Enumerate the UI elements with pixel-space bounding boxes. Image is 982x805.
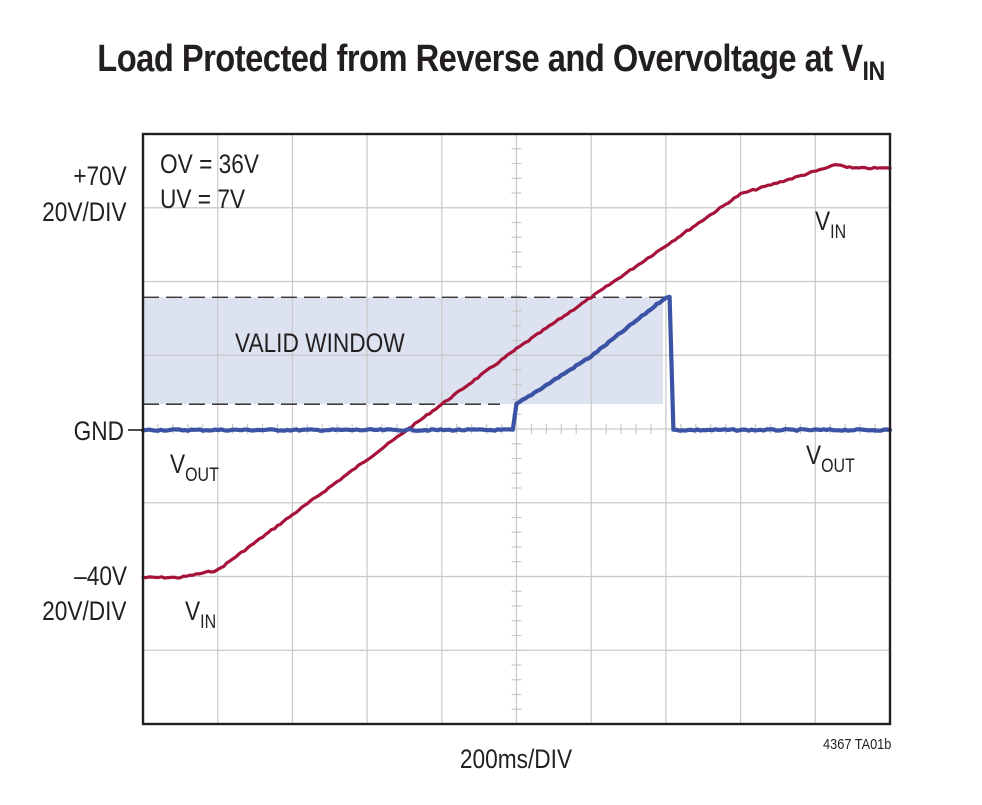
valid-window-area bbox=[143, 297, 663, 405]
uv-setting: UV = 7V bbox=[160, 184, 246, 214]
vout-scale-label: 20V/DIV bbox=[42, 596, 127, 626]
minus40-marker: –40V bbox=[74, 561, 127, 591]
vin-scale-label: 20V/DIV bbox=[42, 197, 127, 227]
plot-frame bbox=[141, 132, 892, 726]
vout-trace bbox=[140, 294, 893, 433]
vin-label-bottom: VIN bbox=[185, 596, 217, 633]
x-axis-label: 200ms/DIV bbox=[459, 744, 573, 774]
ov-setting: OV = 36V bbox=[160, 149, 259, 179]
chart-title: Load Protected from Reverse and Overvolt… bbox=[97, 38, 885, 86]
valid-window-label: VALID WINDOW bbox=[235, 328, 405, 358]
vin-trace bbox=[141, 163, 892, 580]
vout-label-right: VOUT bbox=[806, 440, 855, 477]
vout-label-left: VOUT bbox=[170, 449, 219, 486]
figure-code: 4367 TA01b bbox=[822, 736, 891, 753]
vin-label-top: VIN bbox=[815, 206, 847, 243]
gnd-marker: GND bbox=[73, 416, 124, 446]
plus70-marker: +70V bbox=[73, 161, 127, 191]
